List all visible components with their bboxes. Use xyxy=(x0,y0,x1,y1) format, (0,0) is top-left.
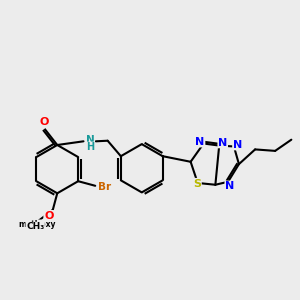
Text: H: H xyxy=(86,142,94,152)
Text: N: N xyxy=(233,140,242,150)
Text: O: O xyxy=(39,117,49,127)
Text: N: N xyxy=(85,135,94,145)
Text: CH₃: CH₃ xyxy=(26,222,44,231)
Text: N: N xyxy=(218,138,227,148)
Text: Br: Br xyxy=(98,182,111,192)
Text: O: O xyxy=(44,211,53,221)
Text: methoxy: methoxy xyxy=(19,220,56,229)
Text: N: N xyxy=(195,137,205,147)
Text: N: N xyxy=(225,181,234,191)
Text: S: S xyxy=(193,178,201,189)
